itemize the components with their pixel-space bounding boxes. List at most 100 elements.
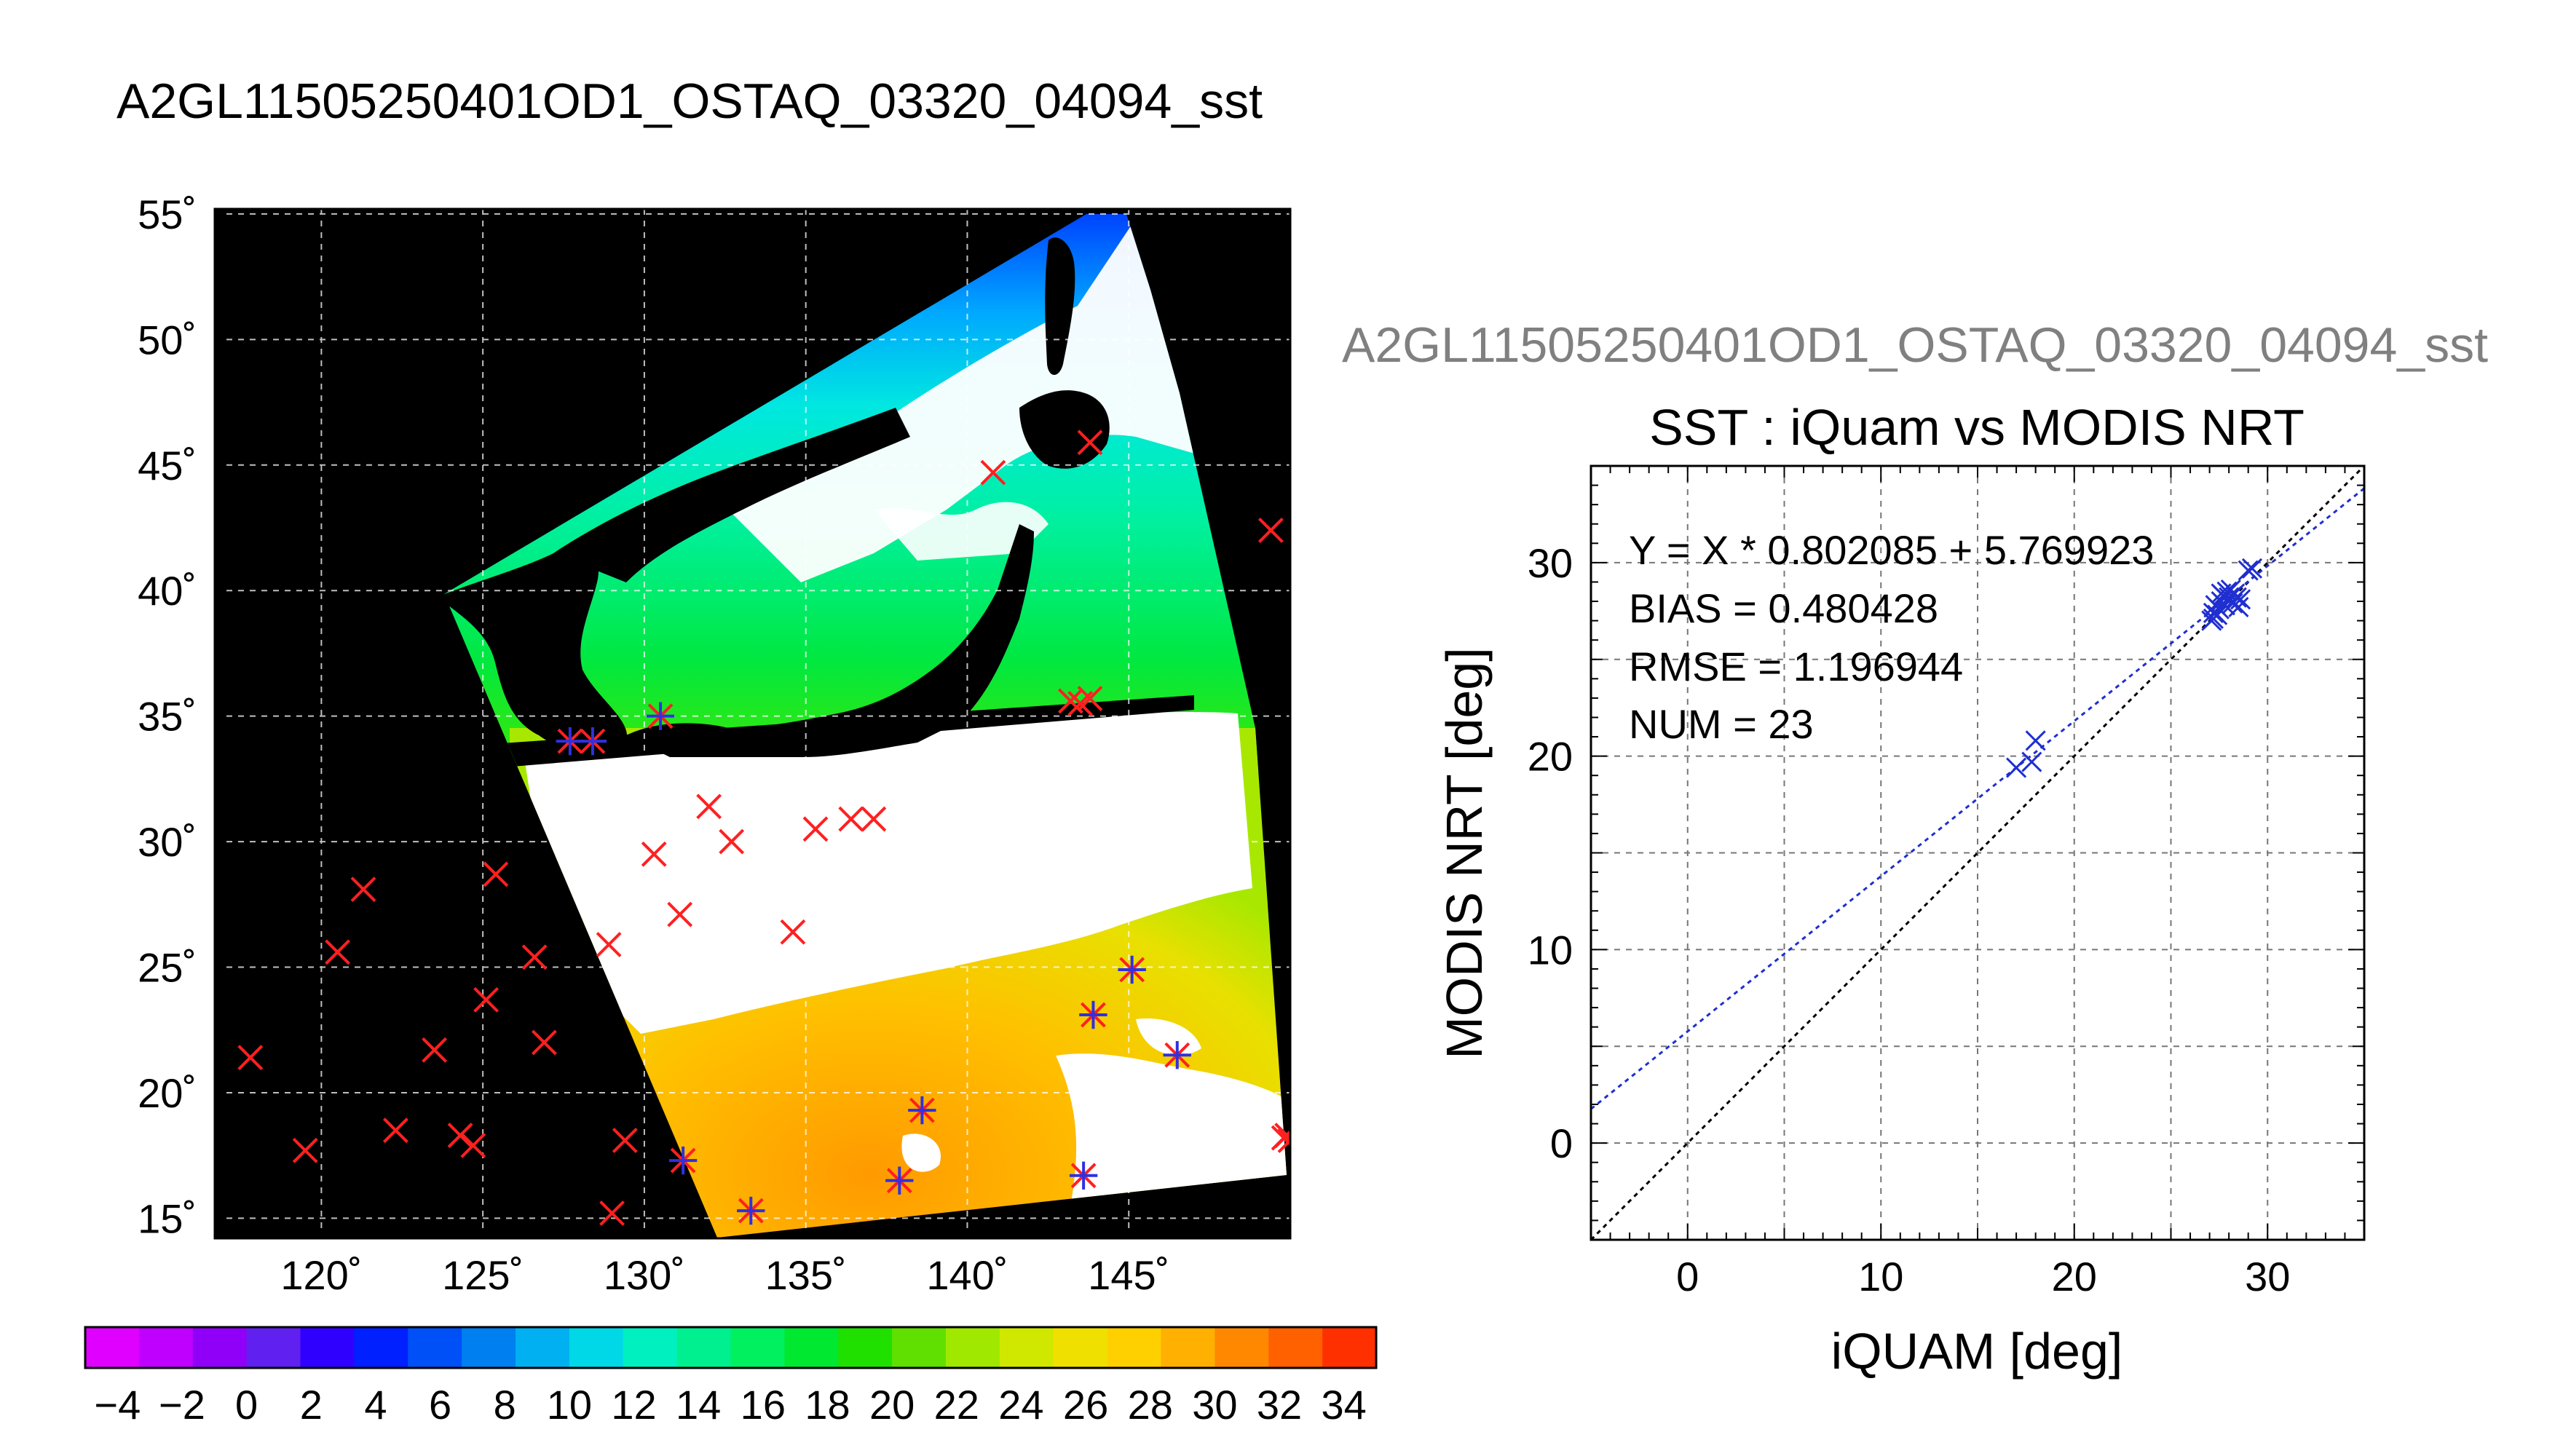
colorbar-swatch [300, 1327, 355, 1368]
red-x-marker [599, 1200, 625, 1226]
station-markers [237, 430, 1402, 1238]
colorbar-swatch [838, 1327, 893, 1368]
colorbar-tick-label: 32 [1257, 1382, 1302, 1428]
annotation-bias: BIAS = 0.480428 [1629, 585, 1938, 631]
lon-label: 140˚ [926, 1252, 1008, 1298]
colorbar-swatch [569, 1327, 624, 1368]
red-x-marker [292, 1137, 318, 1163]
red-x-marker [483, 861, 509, 887]
colorbar-swatch [730, 1327, 786, 1368]
red-x-marker [838, 806, 864, 832]
land [437, 237, 1110, 757]
colorbar-swatch [354, 1327, 409, 1368]
red-x-marker [1077, 686, 1103, 711]
lat-label: 20˚ [138, 1070, 197, 1116]
map-title: A2GL11505250401OD1_OSTAQ_03320_04094_sst [117, 74, 1263, 129]
matched-star-marker [885, 1166, 914, 1195]
colorbar-tick-label: 0 [235, 1382, 258, 1428]
red-x-marker [1362, 925, 1386, 949]
colorbar-tick-label: 30 [1192, 1382, 1237, 1428]
scatter-title-file: A2GL11505250401OD1_OSTAQ_03320_04094_sst [1342, 317, 2488, 373]
scatter-point [2216, 581, 2238, 602]
red-x-marker [861, 806, 887, 832]
matched-star-marker [646, 702, 675, 730]
lat-label: 40˚ [138, 568, 197, 614]
colorbar-swatch [1161, 1327, 1216, 1368]
annotation-equation: Y = X * 0.802085 + 5.769923 [1629, 527, 2154, 573]
lon-label: 130˚ [604, 1252, 685, 1298]
red-x-marker [1378, 1214, 1402, 1238]
colorbar-swatch [784, 1327, 840, 1368]
y-tick-label: 20 [1528, 734, 1573, 780]
red-x-marker [422, 1037, 448, 1063]
colorbar-swatches [85, 1327, 1377, 1368]
matched-star-marker [578, 727, 607, 756]
red-x-marker [237, 1045, 264, 1071]
x-tick-label: 0 [1676, 1254, 1699, 1299]
map-grid [215, 209, 1290, 1238]
matched-star-marker [1163, 1041, 1191, 1069]
y-tick-label: 0 [1550, 1120, 1573, 1166]
red-x-marker [473, 986, 499, 1013]
colorbar: −4 −2 0 2 4 6 8 10 12 14 16 18 20 22 24 26 28 30 32 34 [84, 1326, 1378, 1428]
lon-label: 120˚ [280, 1252, 362, 1298]
red-x-marker [1324, 1182, 1347, 1205]
colorbar-tick-label: 14 [676, 1382, 721, 1428]
annotation-num: NUM = 23 [1629, 701, 1814, 747]
lat-label: 25˚ [138, 945, 197, 991]
colorbar-tick-label: 18 [805, 1382, 850, 1428]
colorbar-swatch [1322, 1327, 1377, 1368]
colorbar-tick-label: −2 [159, 1382, 205, 1428]
scatter-point [2211, 583, 2232, 604]
scatter-title: SST : iQuam vs MODIS NRT [1649, 399, 2305, 456]
x-tick-label: 10 [1858, 1254, 1903, 1299]
colorbar-labels: −4 −2 0 2 4 6 8 10 12 14 16 18 20 22 24 26 28 30 32 34 [94, 1382, 1366, 1428]
red-x-marker [447, 1123, 473, 1149]
colorbar-swatch [1053, 1327, 1108, 1368]
colorbar-frame [84, 1326, 1378, 1369]
scatter-grid [1591, 466, 2364, 1240]
scatter-point [2238, 560, 2259, 581]
colorbar-swatch [516, 1327, 570, 1368]
colorbar-swatch [1268, 1327, 1324, 1368]
colorbar-tick-label: 16 [741, 1382, 786, 1428]
lat-label: 30˚ [138, 819, 197, 865]
scatter-point [2230, 589, 2251, 610]
matched-star-marker [668, 1146, 698, 1175]
colorbar-tick-label: 4 [364, 1382, 387, 1428]
red-x-marker [612, 1128, 638, 1153]
matched-star-marker [1118, 955, 1146, 984]
colorbar-swatch [999, 1327, 1054, 1368]
colorbar-swatch [676, 1327, 732, 1368]
matched-star-marker [908, 1096, 936, 1125]
scatter-point [2006, 757, 2027, 778]
red-x-marker [667, 901, 693, 927]
colorbar-tick-label: 24 [998, 1382, 1043, 1428]
colorbar-tick-label: 20 [869, 1382, 915, 1428]
colorbar-swatch [462, 1327, 516, 1368]
colorbar-swatch [408, 1327, 463, 1368]
lat-label: 55˚ [138, 191, 197, 237]
lat-label: 50˚ [138, 317, 197, 363]
colorbar-swatch [892, 1327, 947, 1368]
colorbar-swatch [1107, 1327, 1162, 1368]
annotation-rmse: RMSE = 1.196944 [1629, 644, 1963, 689]
lon-label: 135˚ [765, 1252, 847, 1298]
colorbar-tick-label: −4 [94, 1382, 141, 1428]
scatter-ticks: 0 10 20 30 0 10 20 30 [1528, 465, 2365, 1299]
y-axis-label: MODIS NRT [deg] [1436, 647, 1493, 1059]
red-x-marker [1257, 518, 1284, 543]
red-x-marker [325, 939, 350, 965]
red-x-marker [596, 932, 622, 957]
matched-star-marker [1079, 1000, 1107, 1029]
x-axis-label: iQUAM [deg] [1831, 1323, 2123, 1380]
y-tick-label: 10 [1528, 927, 1573, 973]
colorbar-swatch [192, 1327, 248, 1368]
scatter-point [2021, 751, 2042, 772]
matched-star-marker [737, 1196, 765, 1225]
red-x-marker [980, 459, 1006, 486]
scatter-point [2226, 587, 2247, 608]
red-x-marker [780, 919, 806, 945]
latitude-ticks: 55˚ 50˚ 45˚ 40˚ 35˚ 30˚ 25˚ 20˚ 15˚ [138, 191, 225, 1241]
